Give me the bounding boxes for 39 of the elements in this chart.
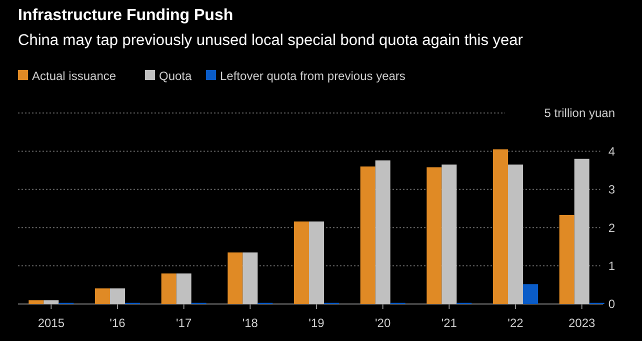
y-tick-label: 1 — [608, 259, 616, 273]
bar — [442, 164, 457, 304]
bar — [360, 166, 376, 304]
bar — [375, 160, 390, 304]
bar — [228, 252, 243, 304]
y-tick-label: 3 — [608, 182, 616, 197]
chart-subtitle: China may tap previously unused local special bond quota again this year — [18, 32, 523, 49]
bar — [493, 149, 508, 304]
x-tick-label: '20 — [375, 316, 391, 330]
bar — [161, 273, 176, 304]
bar — [426, 167, 442, 304]
x-tick-label: 2015 — [38, 316, 65, 330]
bar — [242, 252, 258, 304]
bar — [309, 221, 324, 304]
x-tick-label: '16 — [110, 316, 126, 330]
x-tick-label: '17 — [176, 316, 192, 330]
chart-title: Infrastructure Funding Push — [18, 7, 234, 24]
legend-label: Leftover quota from previous years — [220, 69, 406, 83]
x-tick-label: '18 — [242, 316, 258, 330]
bar — [44, 300, 59, 304]
bar — [294, 221, 309, 304]
x-tick-label: '19 — [308, 316, 325, 330]
bar — [559, 214, 574, 304]
y-tick-label: 5 trillion yuan — [544, 106, 615, 120]
legend-label: Actual issuance — [32, 69, 116, 83]
bar — [110, 288, 125, 304]
y-tick-label: 0 — [608, 297, 616, 312]
x-tick-label: 2023 — [568, 316, 596, 330]
legend-label: Quota — [159, 69, 192, 83]
bar — [95, 288, 110, 304]
x-tick-label: '22 — [508, 316, 524, 330]
bar — [523, 284, 538, 304]
y-tick-label: 2 — [608, 220, 616, 235]
x-tick-label: '21 — [441, 316, 458, 330]
bar — [28, 300, 44, 304]
bar — [508, 164, 523, 304]
bar — [176, 273, 192, 304]
y-tick-label: 4 — [608, 144, 616, 158]
bar — [574, 158, 590, 304]
